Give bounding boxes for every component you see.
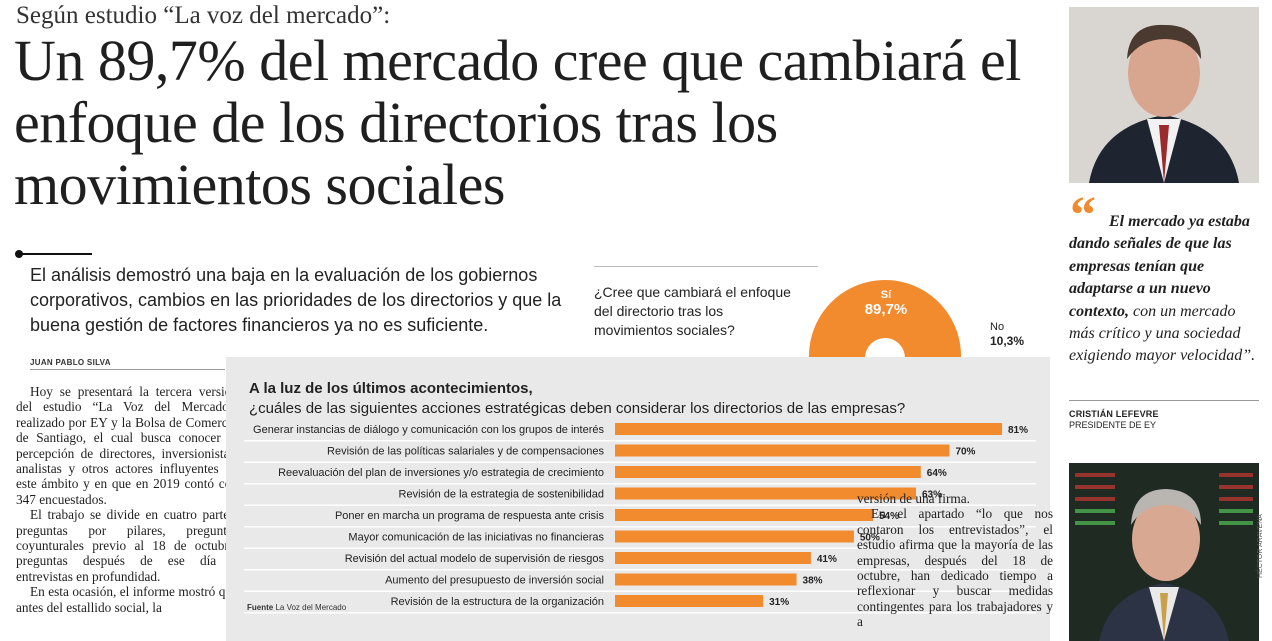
chart-source: Fuente La Voz del Mercado — [247, 603, 346, 612]
bar-value-label: 70% — [955, 447, 975, 458]
body-paragraph: En esta ocasión, el informe mostró que a… — [16, 584, 238, 615]
portrait-photo — [1069, 7, 1259, 183]
quote-role: PRESIDENTE DE EY — [1069, 420, 1157, 430]
pie-yes-value: 89,7% — [864, 301, 908, 318]
bar — [615, 595, 764, 607]
chart-title-bold: A la luz de los últimos acontecimientos, — [249, 380, 533, 397]
bar-category-label: Revisión del actual modelo de supervisió… — [345, 553, 605, 565]
bar-category-label: Aumento del presupuesto de inversión soc… — [385, 575, 604, 587]
bar-category-label: Poner en marcha un programa de respuesta… — [335, 510, 605, 522]
bar-value-label: 63% — [922, 490, 942, 501]
body-paragraph: El trabajo se divide en cuatro partes: p… — [16, 507, 238, 584]
pie-no-value: 10,3% — [990, 334, 1025, 348]
byline: JUAN PABLO SILVA — [30, 358, 111, 367]
pie-rule — [594, 266, 818, 267]
byline-rule — [30, 369, 225, 370]
bar — [615, 573, 797, 586]
quote-rule — [1069, 400, 1259, 401]
pie-slice-yes — [809, 280, 961, 358]
bar — [615, 487, 916, 500]
portrait-photo-2 — [1069, 463, 1259, 641]
quote-mark-icon: “ — [1070, 187, 1096, 244]
bar-category-label: Revisión de las políticas salariales y d… — [327, 446, 604, 458]
pie-chart — [809, 280, 961, 358]
pie-question: ¿Cree que cambiará el enfoque del direct… — [594, 284, 791, 338]
bar — [615, 466, 921, 478]
photo-credit: HÉCTOR ARAVENA — [1257, 514, 1264, 578]
bar — [615, 530, 854, 543]
rule-dot — [15, 250, 23, 258]
quote-bold: El mercado ya estaba dando señales de qu… — [1069, 213, 1250, 320]
pie-yes-label-text: Sí — [880, 289, 892, 301]
quote-rest: con un mercado más crítico y una socieda… — [1069, 302, 1256, 365]
deck: El análisis demostró una baja en la eval… — [30, 265, 562, 335]
bar-value-label: 41% — [817, 554, 837, 565]
chart-source-text: La Voz del Mercado — [275, 603, 347, 612]
bar-category-label: Generar instancias de diálogo y comunica… — [253, 424, 604, 436]
pie-hole — [865, 338, 905, 358]
kicker: Según estudio “La voz del mercado”: — [16, 2, 391, 29]
bar-category-label: Revisión de la estructura de la organiza… — [391, 596, 604, 608]
chart-source-label: Fuente — [247, 603, 274, 612]
bar-value-label: 50% — [860, 533, 880, 544]
bar-category-label: Reevaluación del plan de inversiones y/o… — [278, 467, 604, 479]
pie-yes-label: Sí 89,7% — [853, 289, 919, 318]
body-column-1: Hoy se presentará la tercera versión del… — [16, 384, 238, 615]
bar-value-label: 31% — [769, 597, 789, 608]
body-paragraph: Hoy se presentará la tercera versión del… — [16, 384, 238, 507]
bar — [615, 509, 873, 521]
bar-value-label: 38% — [803, 576, 823, 587]
bar-category-label: Revisión de la estrategia de sostenibili… — [399, 489, 604, 501]
body-paragraph: versión de una firma. — [857, 491, 970, 506]
bar-category-label: Mayor comunicación de las iniciativas no… — [348, 532, 604, 544]
chart-title: ¿cuáles de las siguientes acciones estra… — [249, 400, 906, 417]
pull-quote: El mercado ya estaba dando señales de qu… — [1069, 211, 1259, 368]
rule-line — [20, 253, 92, 255]
quote-name: CRISTIÁN LEFEVRE — [1069, 409, 1159, 419]
body-column-2: versión de una firma. En el apartado “lo… — [857, 491, 1053, 630]
bar-value-label: 64% — [927, 468, 947, 479]
bar — [615, 444, 950, 457]
bar — [615, 423, 1002, 435]
pie-no-label-text: No — [990, 321, 1005, 333]
pie-no-label: No 10,3% — [990, 320, 1024, 348]
bar — [615, 552, 811, 564]
bar-value-label: 54% — [879, 511, 899, 522]
headline: Un 89,7% del mercado cree que cambiará e… — [14, 28, 1021, 217]
bar-chart: Generar instancias de diálogo y comunica… — [244, 423, 1036, 614]
body-paragraph: En el apartado “lo que nos contaron los … — [857, 506, 1053, 630]
bar-value-label: 81% — [1008, 425, 1028, 436]
